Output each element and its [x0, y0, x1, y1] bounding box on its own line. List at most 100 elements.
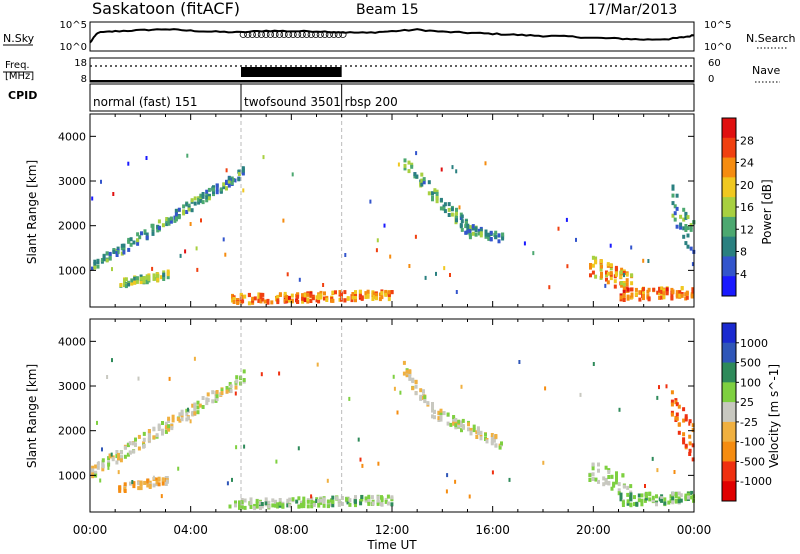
isolated-echo: [435, 271, 437, 276]
data-cell: [626, 499, 630, 504]
data-cell: [431, 414, 434, 419]
data-cell: [241, 299, 245, 304]
nsky-twofsound-mark: [262, 31, 270, 38]
nsky-twofsound-mark: [334, 31, 342, 38]
data-cell: [673, 217, 677, 222]
data-cell: [411, 377, 415, 382]
isolated-echo: [691, 262, 694, 267]
data-cell: [387, 293, 391, 297]
power-panel: 1000 2000 3000 4000 Slant Range [km] 4 8 12 16…: [25, 113, 774, 308]
data-cell: [130, 278, 134, 283]
data-cell: [234, 500, 237, 505]
data-cell: [437, 410, 441, 415]
beam-title: Beam 15: [356, 2, 419, 18]
isolated-echo: [262, 155, 265, 160]
data-cell: [185, 210, 189, 214]
data-cell: [600, 271, 603, 276]
data-cell: [622, 289, 626, 294]
data-cell: [494, 443, 498, 448]
data-cell: [390, 290, 394, 295]
data-cell: [414, 379, 418, 384]
data-cell: [212, 187, 215, 192]
data-cell: [132, 449, 136, 454]
data-cell: [212, 185, 215, 190]
data-cell: [591, 263, 595, 268]
y-tick-label: 1000: [58, 469, 86, 482]
data-cell: [594, 260, 598, 265]
isolated-echo: [376, 238, 379, 243]
isolated-echo: [131, 480, 134, 484]
isolated-echo: [389, 254, 392, 259]
data-cell: [419, 394, 423, 399]
data-cell: [346, 296, 350, 301]
data-cell: [171, 414, 175, 419]
data-cell: [122, 250, 126, 255]
isolated-echo: [275, 459, 278, 464]
data-cell: [249, 505, 253, 509]
data-cell: [484, 229, 488, 234]
data-cell: [677, 499, 681, 504]
data-cell: [471, 231, 475, 236]
data-cell: [655, 502, 658, 507]
data-cell: [360, 495, 364, 499]
data-cell: [464, 230, 468, 235]
data-cell: [594, 256, 598, 261]
data-cell: [266, 300, 270, 305]
data-cell: [165, 479, 169, 484]
data-cell: [243, 505, 247, 510]
time-tick-label: 16:00: [475, 523, 510, 537]
data-cell: [311, 296, 315, 301]
data-cell: [132, 481, 136, 486]
data-cell: [589, 263, 592, 267]
data-cell: [134, 437, 137, 442]
data-cell: [638, 290, 642, 295]
isolated-echo: [322, 283, 325, 287]
data-cell: [600, 259, 603, 264]
data-cell: [165, 222, 169, 227]
data-cell: [625, 282, 629, 287]
data-cell: [675, 402, 679, 407]
data-cell: [151, 226, 155, 231]
data-cell: [622, 295, 626, 300]
data-cell: [370, 495, 374, 500]
data-cell: [648, 492, 652, 497]
data-cell: [617, 482, 621, 487]
isolated-echo: [449, 273, 451, 277]
data-cell: [129, 242, 133, 247]
velocity-panel: 1000 2000 3000 4000 Slant Range [km] 1000 50…: [25, 318, 781, 552]
nsky-twofsound-mark: [239, 31, 247, 38]
colorbar-swatch: [722, 362, 736, 383]
data-cell: [390, 495, 394, 500]
isolated-echo: [326, 478, 329, 483]
data-cell: [674, 499, 678, 504]
data-cell: [376, 501, 380, 506]
data-cell: [691, 457, 695, 462]
data-cell: [156, 224, 160, 229]
data-cell: [671, 193, 675, 198]
data-cell: [615, 471, 618, 476]
data-cell: [487, 232, 491, 237]
data-cell: [408, 369, 412, 374]
data-cell: [675, 193, 679, 198]
data-cell: [607, 475, 611, 479]
data-cell: [614, 269, 618, 274]
data-cell: [167, 218, 171, 223]
data-cell: [232, 300, 236, 304]
data-cell: [201, 200, 205, 205]
data-cell: [617, 488, 621, 493]
data-cell: [317, 299, 321, 304]
data-cell: [630, 281, 634, 286]
data-cell: [288, 497, 292, 502]
data-cell: [343, 290, 347, 295]
data-cell: [193, 201, 197, 206]
data-cell: [257, 295, 261, 300]
data-cell: [166, 275, 170, 280]
data-cell: [679, 225, 683, 230]
data-cell: [157, 482, 161, 487]
data-cell: [230, 181, 234, 186]
data-cell: [354, 295, 357, 300]
data-cell: [439, 408, 443, 413]
data-cell: [674, 492, 678, 496]
isolated-echo: [193, 356, 196, 361]
data-cell: [691, 443, 695, 448]
